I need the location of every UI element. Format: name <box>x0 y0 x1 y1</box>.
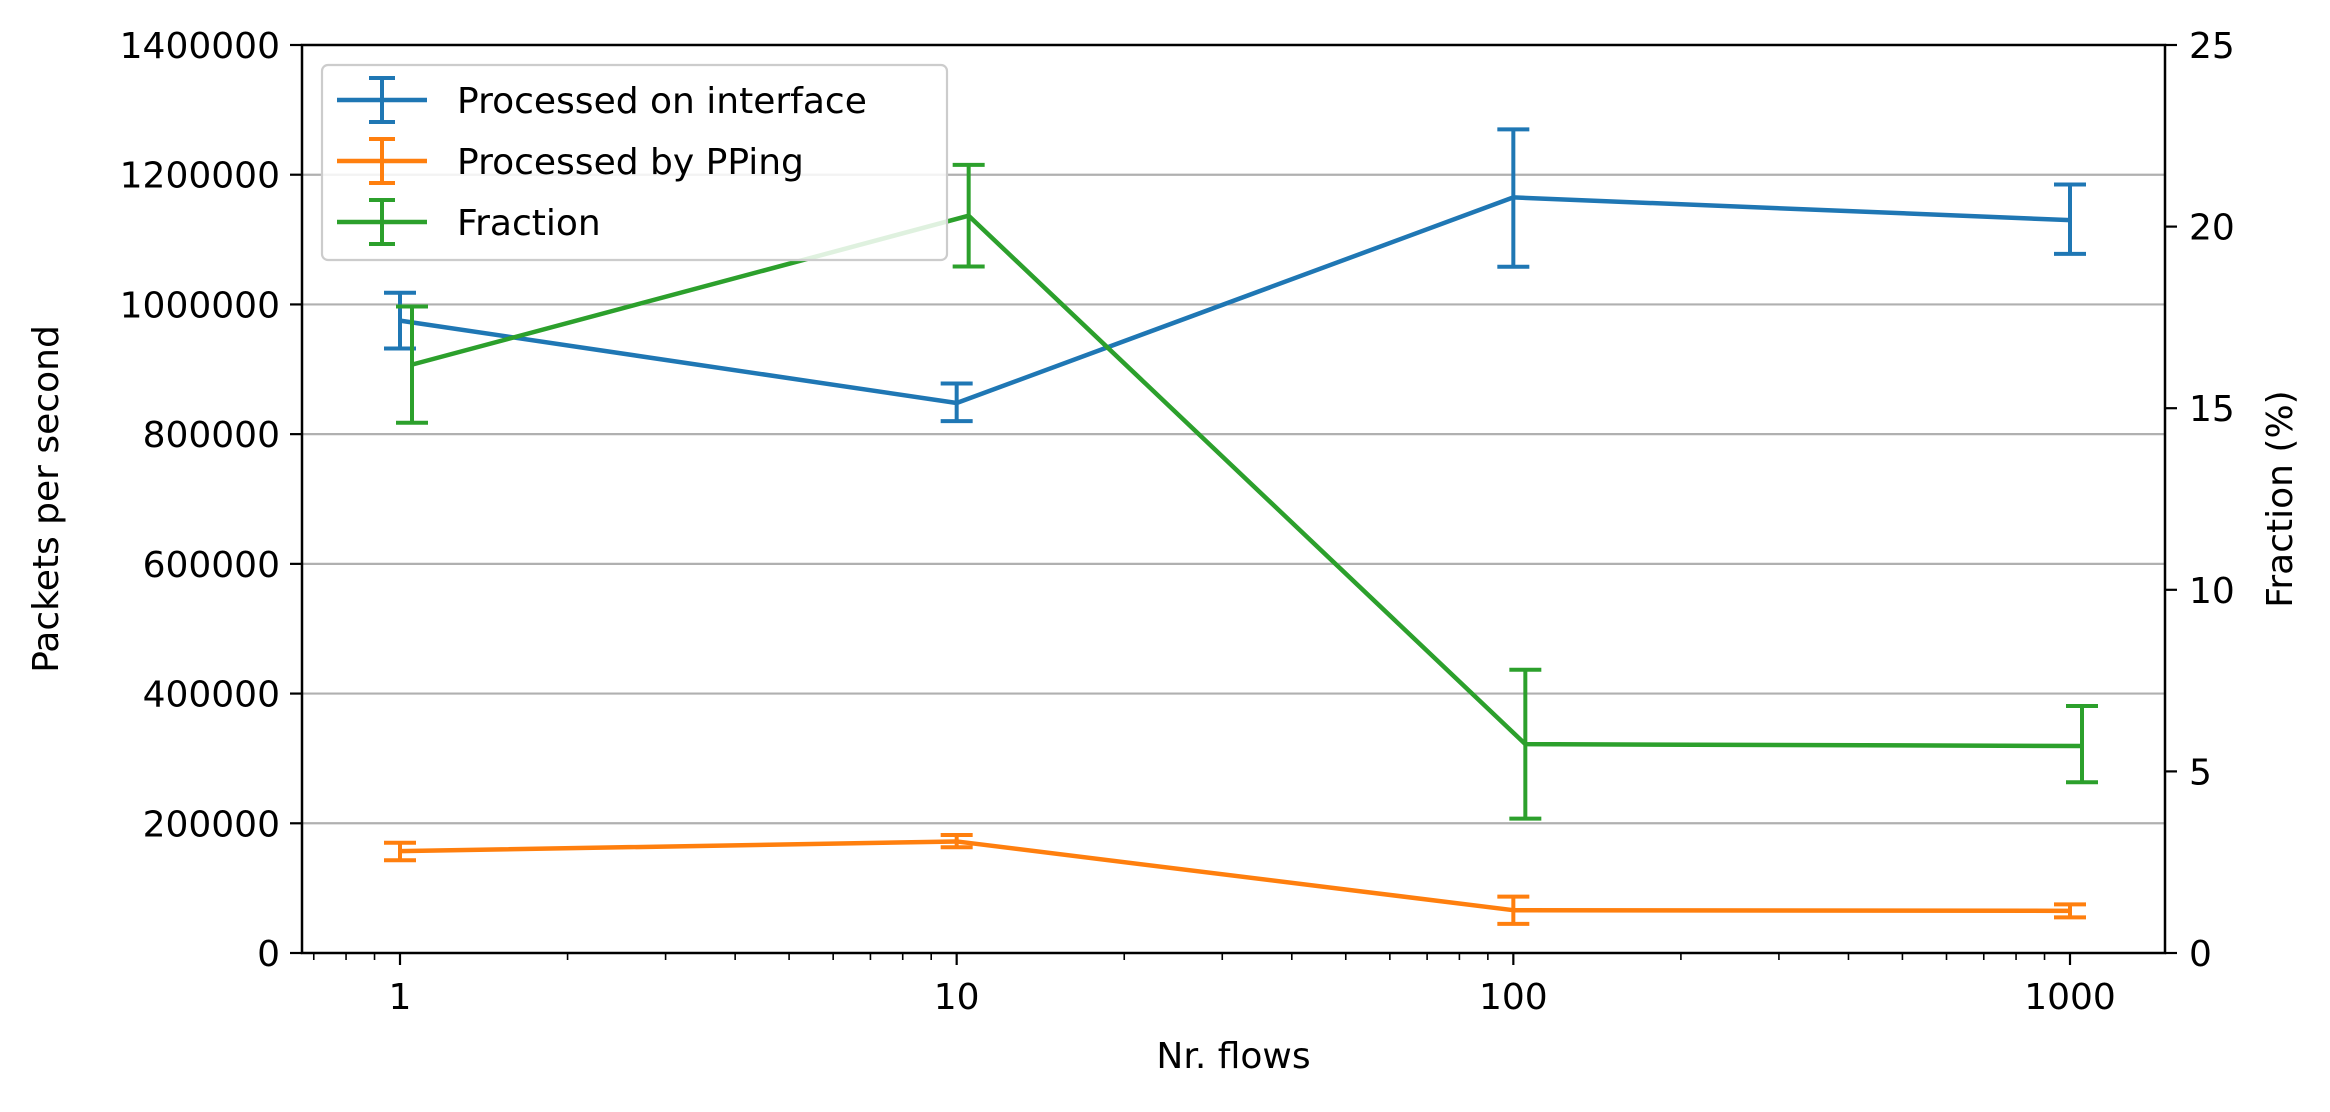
y2-tick-label: 20 <box>2189 208 2235 249</box>
y-tick-label: 200000 <box>143 804 280 845</box>
y-tick-label: 600000 <box>143 545 280 586</box>
y-tick-label: 1200000 <box>120 156 280 197</box>
series-fraction <box>396 165 2098 819</box>
y2-tick-label: 0 <box>2189 934 2212 975</box>
x-tick-label: 10 <box>934 977 980 1018</box>
y2-tick-label: 5 <box>2189 752 2212 793</box>
x-tick-label: 1 <box>389 977 412 1018</box>
legend-label: Processed by PPing <box>457 142 804 183</box>
series-line <box>400 841 2070 910</box>
y-axis-left-ticks: 0 200000 400000 600000 800000 1000000 1200000 1… <box>120 26 302 975</box>
x-axis-ticks: 1 10 100 1000 <box>314 953 2116 1018</box>
legend-label: Processed on interface <box>457 81 867 122</box>
y2-tick-label: 25 <box>2189 26 2235 67</box>
y-tick-label: 1400000 <box>120 26 280 67</box>
legend-label: Fraction <box>457 203 601 244</box>
x-axis-title: Nr. flows <box>1156 1036 1310 1077</box>
series-processed-by-pping <box>384 835 2086 924</box>
y-axis-right-ticks: 0 5 10 15 20 25 <box>2165 26 2235 975</box>
y2-tick-label: 15 <box>2189 389 2235 430</box>
grid-lines <box>302 175 2165 824</box>
y-axis-right-title: Fraction (%) <box>2260 390 2301 607</box>
y2-tick-label: 10 <box>2189 571 2235 612</box>
y-tick-label: 400000 <box>143 675 280 716</box>
x-tick-label: 1000 <box>2024 977 2116 1018</box>
y-tick-label: 800000 <box>143 415 280 456</box>
legend: Processed on interface Processed by PPing… <box>322 65 947 260</box>
y-tick-label: 1000000 <box>120 285 280 326</box>
y-tick-label: 0 <box>257 934 280 975</box>
y-axis-left-title: Packets per second <box>26 325 67 673</box>
x-tick-label: 100 <box>1479 977 1548 1018</box>
